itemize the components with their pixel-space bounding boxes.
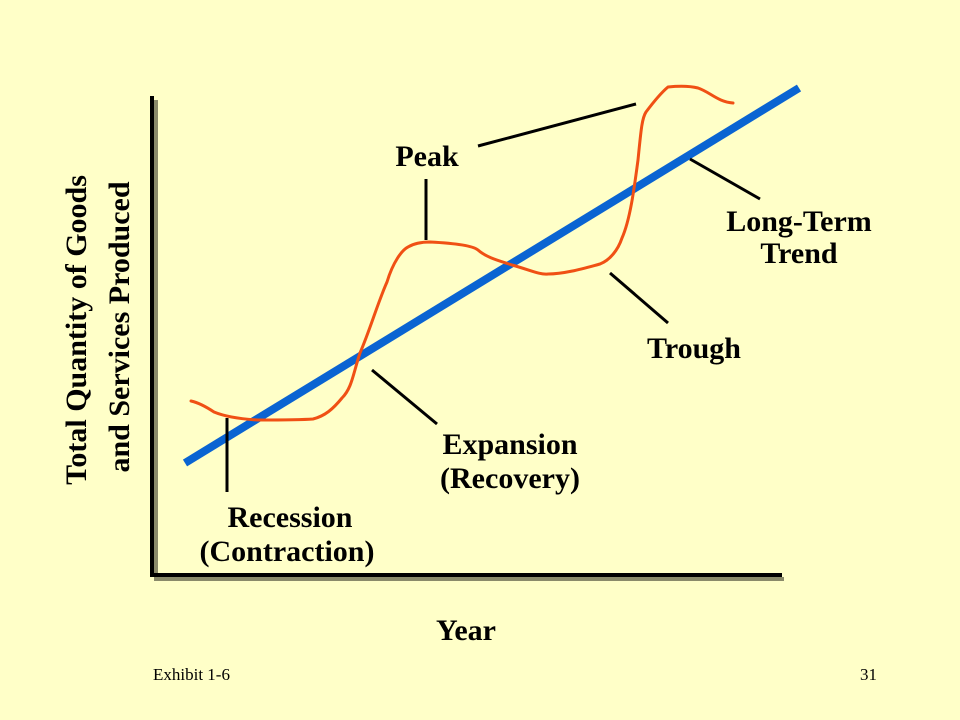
trend-label-line2: Trend — [760, 237, 838, 270]
business-cycle-curve — [189, 84, 735, 422]
expansion-pointer — [371, 368, 438, 426]
recession-label-line2: (Contraction) — [200, 535, 375, 568]
y-axis-label-line1: Total Quantity of Goods — [60, 175, 93, 485]
y-axis-label-line2: and Services Produced — [103, 181, 136, 472]
long-term-trend-line — [182, 84, 802, 467]
expansion-label-line1: Expansion — [442, 428, 577, 461]
peak-label: Peak — [395, 140, 459, 173]
pointer-lines — [225, 102, 761, 492]
axes-lines — [150, 96, 782, 577]
axes-shadow — [154, 100, 784, 581]
trend-label-line1: Long-Term — [726, 205, 872, 238]
exhibit-number: Exhibit 1-6 — [153, 665, 230, 684]
trend-pointer — [689, 157, 761, 201]
peak-pointer-diagonal — [477, 102, 637, 148]
recession-label-line1: Recession — [228, 501, 353, 534]
slide-number: 31 — [860, 665, 877, 684]
axes — [150, 96, 784, 581]
x-axis-label: Year — [436, 614, 496, 647]
trough-label: Trough — [647, 332, 741, 365]
trough-pointer — [609, 271, 669, 325]
expansion-label-line2: (Recovery) — [440, 462, 580, 495]
